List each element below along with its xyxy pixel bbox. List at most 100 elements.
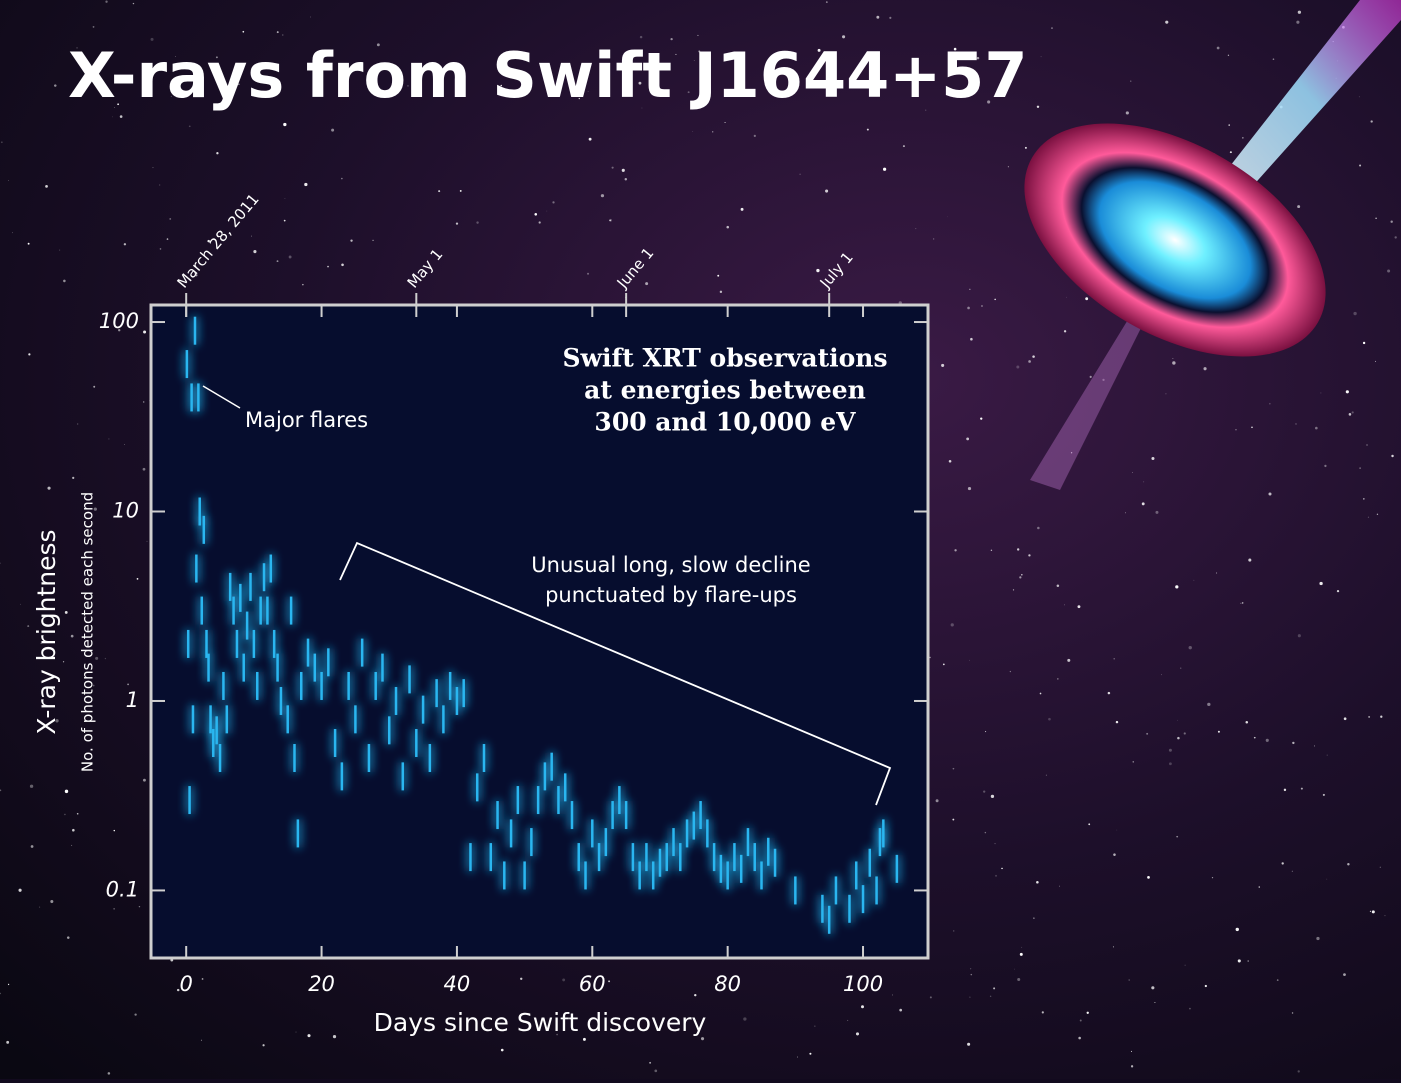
star (8, 984, 9, 985)
star (12, 232, 13, 233)
star (622, 169, 625, 172)
star (1041, 56, 1042, 57)
star (1040, 693, 1042, 695)
star (1242, 137, 1243, 138)
star (1013, 589, 1014, 590)
star (1298, 1070, 1300, 1072)
star (1147, 876, 1150, 879)
star (251, 236, 252, 237)
star (889, 17, 891, 19)
x-tick-label: 80 (714, 972, 741, 996)
star (1242, 602, 1244, 604)
star (167, 238, 169, 240)
star (1284, 789, 1286, 791)
x-tick-label: 40 (444, 972, 471, 996)
star (1131, 1065, 1133, 1067)
star (867, 129, 869, 131)
star (743, 1017, 746, 1020)
star (1028, 360, 1031, 363)
star (692, 131, 693, 132)
star (283, 123, 286, 126)
star (143, 331, 146, 334)
star (552, 201, 554, 203)
star (1301, 788, 1303, 790)
star (1298, 634, 1301, 637)
star (1277, 979, 1279, 981)
star (1108, 692, 1110, 694)
star (124, 444, 125, 445)
annotation: Unusual long, slow decline (531, 553, 810, 577)
star (1057, 584, 1060, 587)
star (1142, 502, 1145, 505)
star (114, 830, 115, 831)
star (952, 819, 954, 821)
star (1177, 720, 1178, 721)
star (951, 623, 954, 626)
star (147, 541, 148, 542)
y-axis-sublabel: No. of photons detected each second (79, 492, 97, 772)
star (799, 174, 800, 175)
star (1014, 969, 1015, 970)
star (277, 31, 279, 33)
star (1315, 427, 1318, 430)
star (1314, 745, 1315, 746)
star (1268, 492, 1271, 495)
star (970, 997, 971, 998)
star (941, 364, 944, 367)
star (1238, 959, 1241, 962)
star (929, 657, 930, 658)
star (1321, 393, 1322, 394)
star (1033, 917, 1035, 919)
star (587, 273, 589, 275)
star (1155, 511, 1158, 514)
star (816, 269, 819, 272)
star (189, 125, 191, 127)
star (143, 468, 146, 471)
star (608, 980, 610, 982)
star (1375, 218, 1376, 219)
star (65, 790, 68, 793)
star (1020, 953, 1023, 956)
star (333, 1035, 336, 1038)
star (534, 213, 537, 216)
star (202, 978, 204, 980)
star (1375, 361, 1376, 362)
annotation: 300 and 10,000 eV (594, 408, 856, 437)
star (1184, 732, 1186, 734)
star (970, 968, 971, 969)
y-tick-label: 10 (112, 499, 139, 523)
star (1353, 312, 1356, 315)
star (720, 291, 722, 293)
star (93, 386, 95, 388)
star (1036, 881, 1039, 884)
star (1292, 742, 1294, 744)
star (1246, 721, 1249, 724)
star (994, 299, 996, 301)
star (1131, 1051, 1132, 1052)
star (71, 845, 72, 846)
star (1298, 11, 1301, 14)
star (1216, 572, 1217, 573)
star (589, 138, 592, 141)
star (1090, 376, 1092, 378)
star (112, 116, 113, 117)
star (63, 661, 64, 662)
star (1217, 47, 1220, 50)
star (1146, 733, 1148, 735)
star (1326, 879, 1327, 880)
star (969, 289, 970, 290)
star (1166, 394, 1167, 395)
star (640, 36, 642, 38)
star (1189, 1008, 1191, 1010)
star (1296, 21, 1299, 24)
star (995, 875, 997, 877)
x-tick-label: 60 (579, 972, 606, 996)
star (1126, 111, 1129, 114)
star (72, 477, 74, 479)
star (1366, 444, 1368, 446)
star (1323, 794, 1325, 796)
star (701, 1037, 704, 1040)
star (113, 908, 114, 909)
star (1372, 910, 1375, 913)
star (54, 84, 56, 86)
